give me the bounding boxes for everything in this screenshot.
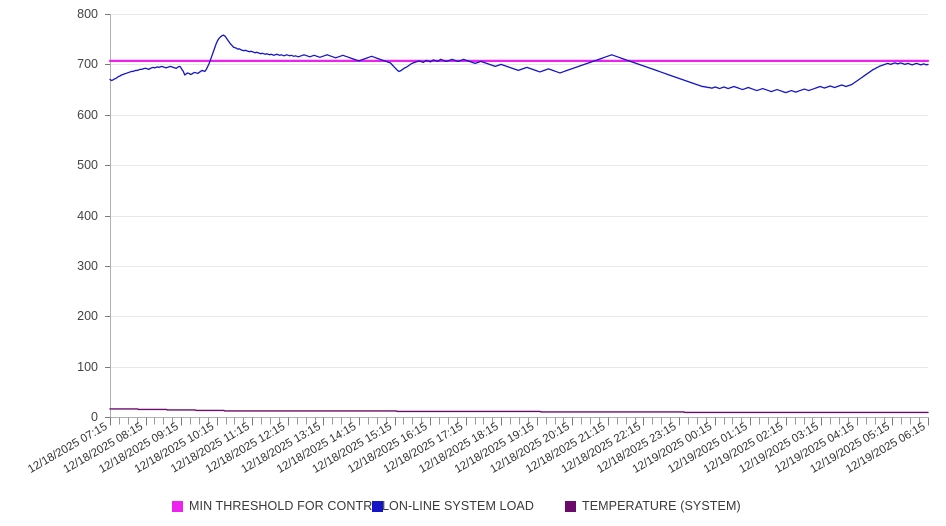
y-tick-label: 300 bbox=[77, 259, 98, 273]
legend-item[interactable]: MIN THRESHOLD FOR CONTROL bbox=[172, 499, 389, 513]
x-axis-ticks bbox=[110, 417, 929, 426]
legend-label: MIN THRESHOLD FOR CONTROL bbox=[189, 499, 390, 513]
y-tick-label: 500 bbox=[77, 158, 98, 172]
legend-item[interactable]: ON-LINE SYSTEM LOAD bbox=[372, 499, 534, 513]
y-tick-label: 0 bbox=[91, 410, 98, 424]
series-line bbox=[109, 408, 929, 414]
y-axis-ticks bbox=[105, 14, 110, 418]
y-tick-label: 100 bbox=[77, 360, 98, 374]
legend-swatch-icon bbox=[172, 500, 183, 512]
legend-swatch-icon bbox=[565, 500, 576, 512]
legend-swatch-icon bbox=[372, 500, 383, 512]
y-tick-label: 700 bbox=[77, 57, 98, 71]
y-tick-label: 800 bbox=[77, 7, 98, 21]
legend-label: TEMPERATURE (SYSTEM) bbox=[582, 499, 741, 513]
y-tick-label: 400 bbox=[77, 209, 98, 223]
line-chart: 0 100 200 300 400 500 600 700 800 12/18/2025 07:… bbox=[26, 7, 930, 476]
series-line bbox=[109, 34, 929, 94]
y-tick-label: 200 bbox=[77, 309, 98, 323]
chart-legend: MIN THRESHOLD FOR CONTROL ON-LINE SYSTEM … bbox=[0, 494, 946, 518]
series-lines bbox=[108, 34, 930, 414]
y-axis-tick-labels: 0 100 200 300 400 500 600 700 800 bbox=[77, 7, 98, 424]
legend-item[interactable]: TEMPERATURE (SYSTEM) bbox=[565, 499, 741, 513]
legend-label: ON-LINE SYSTEM LOAD bbox=[389, 499, 534, 513]
y-tick-label: 600 bbox=[77, 108, 98, 122]
gridlines bbox=[110, 14, 928, 368]
